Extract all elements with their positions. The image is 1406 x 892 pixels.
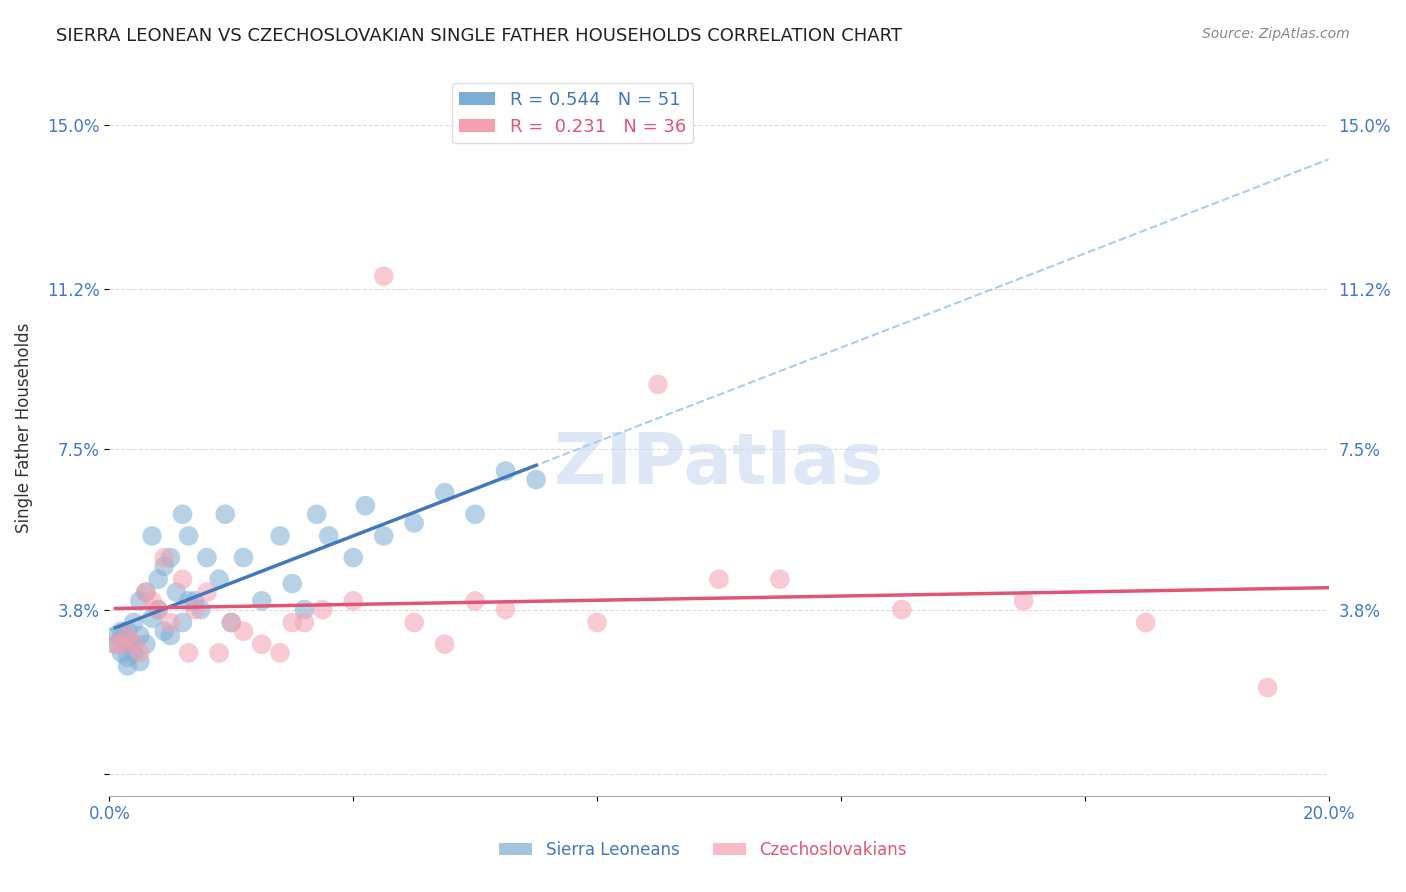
Point: [219, 615, 242, 630]
Y-axis label: Single Father Households: Single Father Households: [15, 323, 32, 533]
Point: [495, 602, 517, 616]
Point: [135, 585, 157, 599]
Point: [159, 615, 181, 630]
Point: [281, 576, 304, 591]
Point: [141, 529, 163, 543]
Point: [159, 628, 181, 642]
Point: [110, 632, 132, 647]
Point: [342, 594, 364, 608]
Point: [153, 550, 176, 565]
Point: [104, 637, 127, 651]
Point: [294, 615, 316, 630]
Point: [128, 646, 150, 660]
Point: [117, 637, 139, 651]
Point: [122, 646, 145, 660]
Point: [141, 611, 163, 625]
Point: [110, 624, 132, 639]
Point: [219, 615, 242, 630]
Point: [1012, 594, 1035, 608]
Point: [177, 594, 200, 608]
Point: [122, 637, 145, 651]
Point: [165, 585, 187, 599]
Legend: Sierra Leoneans, Czechoslovakians: Sierra Leoneans, Czechoslovakians: [492, 835, 914, 866]
Point: [269, 529, 291, 543]
Text: SIERRA LEONEAN VS CZECHOSLOVAKIAN SINGLE FATHER HOUSEHOLDS CORRELATION CHART: SIERRA LEONEAN VS CZECHOSLOVAKIAN SINGLE…: [56, 27, 903, 45]
Point: [342, 550, 364, 565]
Point: [172, 508, 194, 522]
Point: [183, 602, 205, 616]
Point: [190, 602, 212, 616]
Point: [404, 516, 426, 530]
Point: [318, 529, 340, 543]
Point: [146, 602, 169, 616]
Point: [195, 585, 218, 599]
Point: [354, 499, 377, 513]
Point: [183, 594, 205, 608]
Point: [104, 628, 127, 642]
Point: [373, 529, 395, 543]
Point: [281, 615, 304, 630]
Point: [433, 485, 456, 500]
Point: [208, 572, 231, 586]
Point: [1135, 615, 1157, 630]
Point: [153, 559, 176, 574]
Point: [195, 550, 218, 565]
Point: [177, 529, 200, 543]
Point: [159, 550, 181, 565]
Point: [117, 628, 139, 642]
Point: [647, 377, 669, 392]
Point: [586, 615, 609, 630]
Point: [208, 646, 231, 660]
Point: [172, 572, 194, 586]
Point: [177, 646, 200, 660]
Point: [146, 602, 169, 616]
Text: Source: ZipAtlas.com: Source: ZipAtlas.com: [1202, 27, 1350, 41]
Point: [172, 615, 194, 630]
Point: [294, 602, 316, 616]
Point: [146, 572, 169, 586]
Point: [373, 269, 395, 284]
Point: [524, 473, 547, 487]
Point: [1257, 681, 1279, 695]
Legend: R = 0.544   N = 51, R =  0.231   N = 36: R = 0.544 N = 51, R = 0.231 N = 36: [451, 83, 693, 143]
Point: [707, 572, 730, 586]
Point: [495, 464, 517, 478]
Point: [135, 637, 157, 651]
Point: [769, 572, 792, 586]
Point: [404, 615, 426, 630]
Point: [214, 508, 236, 522]
Point: [128, 594, 150, 608]
Point: [433, 637, 456, 651]
Point: [128, 628, 150, 642]
Point: [104, 637, 127, 651]
Point: [250, 594, 273, 608]
Point: [269, 646, 291, 660]
Point: [117, 650, 139, 665]
Point: [305, 508, 328, 522]
Point: [153, 624, 176, 639]
Point: [890, 602, 912, 616]
Point: [232, 550, 254, 565]
Point: [464, 508, 486, 522]
Point: [128, 655, 150, 669]
Text: ZIPatlas: ZIPatlas: [554, 430, 884, 499]
Point: [232, 624, 254, 639]
Point: [122, 615, 145, 630]
Point: [135, 585, 157, 599]
Point: [464, 594, 486, 608]
Point: [117, 658, 139, 673]
Point: [110, 637, 132, 651]
Point: [250, 637, 273, 651]
Point: [110, 646, 132, 660]
Point: [122, 637, 145, 651]
Point: [117, 624, 139, 639]
Point: [141, 594, 163, 608]
Point: [312, 602, 335, 616]
